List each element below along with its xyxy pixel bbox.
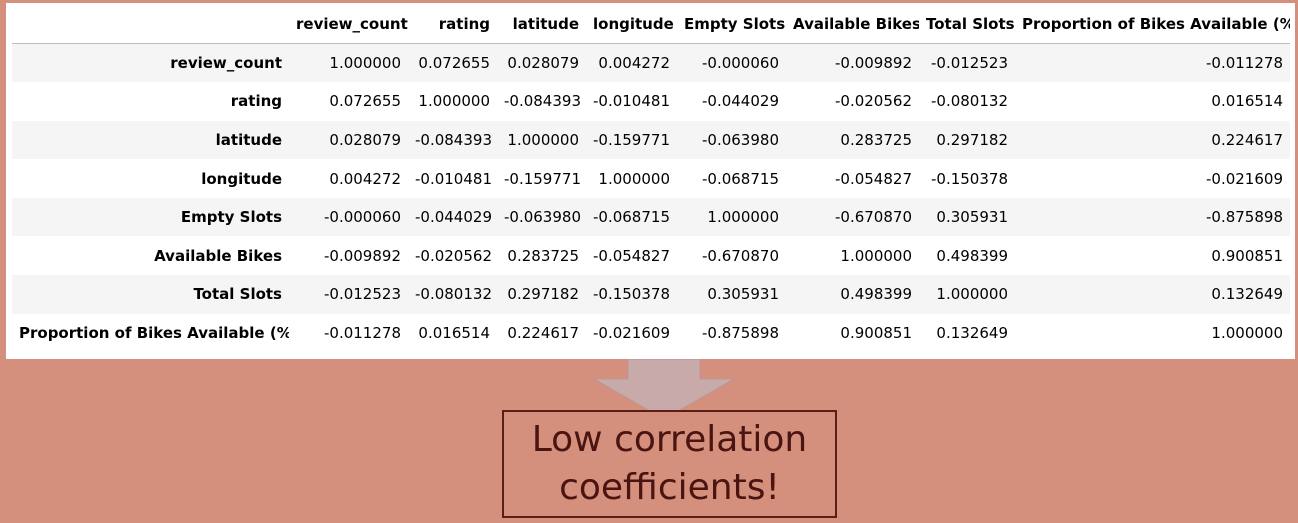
table-cell: -0.054827 (593, 246, 670, 265)
table-row: longitude 0.004272 -0.010481 -0.159771 1.000… (12, 159, 1290, 198)
table-cell: 0.297182 (507, 285, 579, 304)
column-header: rating (408, 5, 497, 44)
table-cell: -0.063980 (702, 130, 779, 149)
row-label: longitude (201, 169, 282, 188)
row-label: Empty Slots (180, 208, 282, 227)
table-cell: 0.004272 (598, 54, 670, 73)
table-cell: -0.000060 (324, 208, 401, 227)
table-cell: -0.009892 (324, 246, 401, 265)
table-cell: -0.670870 (702, 246, 779, 265)
callout-box: Low correlation coefficients! (502, 410, 837, 518)
table-cell: -0.068715 (593, 208, 670, 227)
table-cell: -0.080132 (415, 285, 492, 304)
table-cell: -0.010481 (593, 92, 670, 111)
column-header: Total Slots (919, 5, 1015, 44)
table-cell: -0.009892 (835, 54, 912, 73)
row-label: rating (230, 92, 282, 111)
table-cell: -0.054827 (835, 169, 912, 188)
table-cell: -0.020562 (415, 246, 492, 265)
table-cell: 0.498399 (840, 285, 912, 304)
table-cell: 0.224617 (507, 323, 579, 342)
header-row: review_count rating latitude longitude Empty… (12, 5, 1290, 44)
table-cell: -0.159771 (504, 169, 581, 188)
row-label: Available Bikes (154, 246, 282, 265)
table-cell: 0.305931 (936, 208, 1008, 227)
table-row: Empty Slots -0.000060 -0.044029 -0.063980 -0… (12, 197, 1290, 237)
table-cell: 1.000000 (936, 285, 1008, 304)
column-header: Available Bikes (786, 5, 919, 44)
table-cell: -0.080132 (931, 92, 1008, 111)
table-cell: 1.000000 (840, 246, 912, 265)
table-cell: 0.305931 (707, 285, 779, 304)
column-header: Empty Slots (677, 5, 786, 44)
table-cell: 0.072655 (329, 92, 401, 111)
table-cell: 0.004272 (329, 169, 401, 188)
row-label: Total Slots (193, 285, 282, 304)
table-cell: -0.020562 (835, 92, 912, 111)
table-cell: -0.670870 (835, 208, 912, 227)
row-label: latitude (215, 130, 282, 149)
table-cell: -0.875898 (1206, 208, 1283, 227)
column-header: longitude (586, 5, 677, 44)
table-cell: 0.283725 (840, 130, 912, 149)
table-cell: 0.016514 (418, 323, 490, 342)
table-cell: -0.063980 (504, 208, 581, 227)
table-row: review_count 1.000000 0.072655 0.028079 0.00… (12, 43, 1290, 83)
table-cell: 0.224617 (1211, 130, 1283, 149)
table-cell: 0.028079 (507, 54, 579, 73)
table-cell: -0.150378 (931, 169, 1008, 188)
table-cell: 0.072655 (418, 54, 490, 73)
table-cell: 1.000000 (507, 130, 579, 149)
table-cell: -0.150378 (593, 285, 670, 304)
table-cell: -0.044029 (702, 92, 779, 111)
table-cell: -0.068715 (702, 169, 779, 188)
table-row: latitude 0.028079 -0.084393 1.000000 -0.1597… (12, 120, 1290, 160)
table-cell: -0.875898 (702, 323, 779, 342)
table-cell: 0.900851 (840, 323, 912, 342)
table-cell: -0.000060 (702, 54, 779, 73)
table-cell: 0.132649 (936, 323, 1008, 342)
callout-text: Low correlation coefficients! (532, 416, 808, 512)
table-cell: 0.900851 (1211, 246, 1283, 265)
table-cell: 0.028079 (329, 130, 401, 149)
column-header: review_count (289, 5, 408, 44)
table-header: review_count rating latitude longitude Empty… (12, 5, 1290, 44)
table-cell: 0.132649 (1211, 285, 1283, 304)
table-row: Available Bikes -0.009892 -0.020562 0.28372… (12, 236, 1290, 276)
table-cell: -0.010481 (415, 169, 492, 188)
row-label: Proportion of Bikes Available (%) (19, 323, 289, 342)
table-cell: -0.044029 (415, 208, 492, 227)
table-cell: 0.498399 (936, 246, 1008, 265)
table-cell: 1.000000 (1211, 323, 1283, 342)
table-cell: 0.283725 (507, 246, 579, 265)
index-header (12, 5, 289, 44)
column-header: Proportion of Bikes Available (%) (1015, 5, 1290, 44)
column-header: latitude (497, 5, 586, 44)
table-row: Proportion of Bikes Available (%) -0.0112… (12, 313, 1290, 353)
row-label: review_count (170, 54, 282, 73)
down-arrow-icon (594, 359, 734, 420)
table-cell: -0.084393 (415, 130, 492, 149)
table-cell: -0.021609 (593, 323, 670, 342)
table-cell: 0.297182 (936, 130, 1008, 149)
table-row: Total Slots -0.012523 -0.080132 0.297182 -0.… (12, 275, 1290, 314)
callout-line-1: Low correlation (531, 419, 808, 460)
table-cell: 1.000000 (598, 169, 670, 188)
table-cell: -0.084393 (504, 92, 581, 111)
table-cell: 1.000000 (329, 54, 401, 73)
table-cell: -0.012523 (324, 285, 401, 304)
table-cell: 0.016514 (1211, 92, 1283, 111)
table-body: review_count 1.000000 0.072655 0.028079 0.00… (12, 43, 1290, 353)
table-cell: -0.021609 (1206, 169, 1283, 188)
table-cell: -0.011278 (1206, 54, 1283, 73)
table-cell: -0.159771 (593, 130, 670, 149)
table-cell: -0.012523 (931, 54, 1008, 73)
table-cell: 1.000000 (707, 208, 779, 227)
table-cell: -0.011278 (324, 323, 401, 342)
table-cell: 1.000000 (418, 92, 490, 111)
callout-line-2: coefficients! (559, 467, 780, 508)
correlation-table: review_count rating latitude longitude Empty… (12, 5, 1290, 353)
table-row: rating 0.072655 1.000000 -0.084393 -0.010481… (12, 82, 1290, 121)
dataframe-panel: review_count rating latitude longitude Empty… (6, 3, 1295, 359)
